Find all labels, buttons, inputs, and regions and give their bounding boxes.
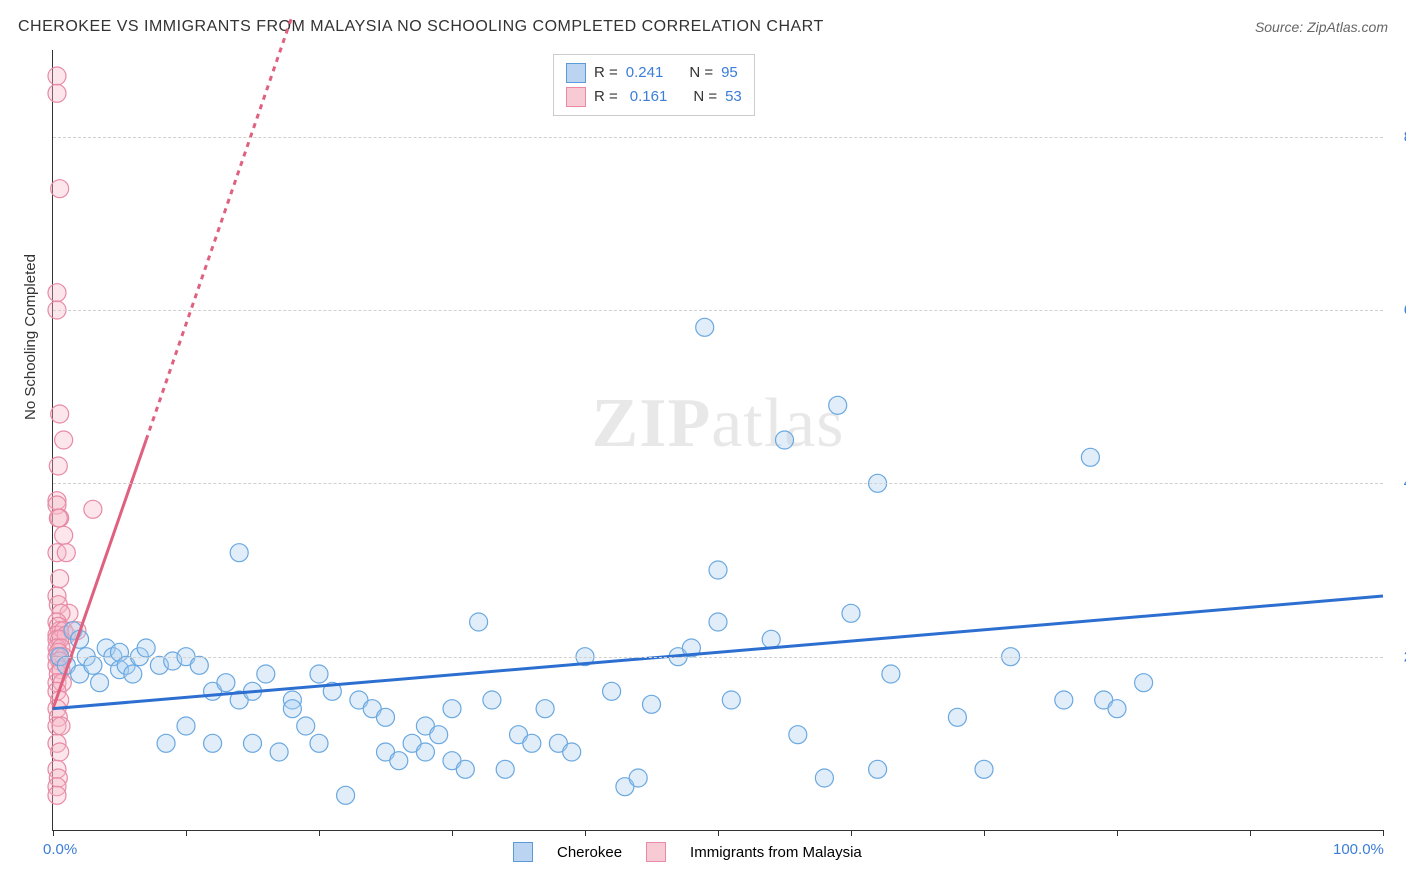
swatch-blue-icon [566,63,586,83]
x-tick-label: 100.0% [1333,841,1384,858]
swatch-pink-icon [566,87,586,107]
legend-label-cherokee: Cherokee [557,844,622,861]
chart-title: CHEROKEE VS IMMIGRANTS FROM MALAYSIA NO … [18,18,824,36]
correlation-legend: R = 0.241 N = 95 R = 0.161 N = 53 [553,54,755,116]
legend-row-malaysia: R = 0.161 N = 53 [566,85,742,109]
source-attribution: Source: ZipAtlas.com [1255,19,1388,35]
series-legend: Cherokee Immigrants from Malaysia [513,842,862,862]
y-axis-label: No Schooling Completed [22,254,39,420]
legend-label-malaysia: Immigrants from Malaysia [690,844,862,861]
x-tick-label: 0.0% [43,841,77,858]
swatch-blue-icon [513,842,533,862]
scatter-plot: ZIPatlas R = 0.241 N = 95 R = 0.161 N = … [52,50,1383,831]
swatch-pink-icon [646,842,666,862]
plot-svg [53,50,1383,830]
legend-row-cherokee: R = 0.241 N = 95 [566,61,742,85]
